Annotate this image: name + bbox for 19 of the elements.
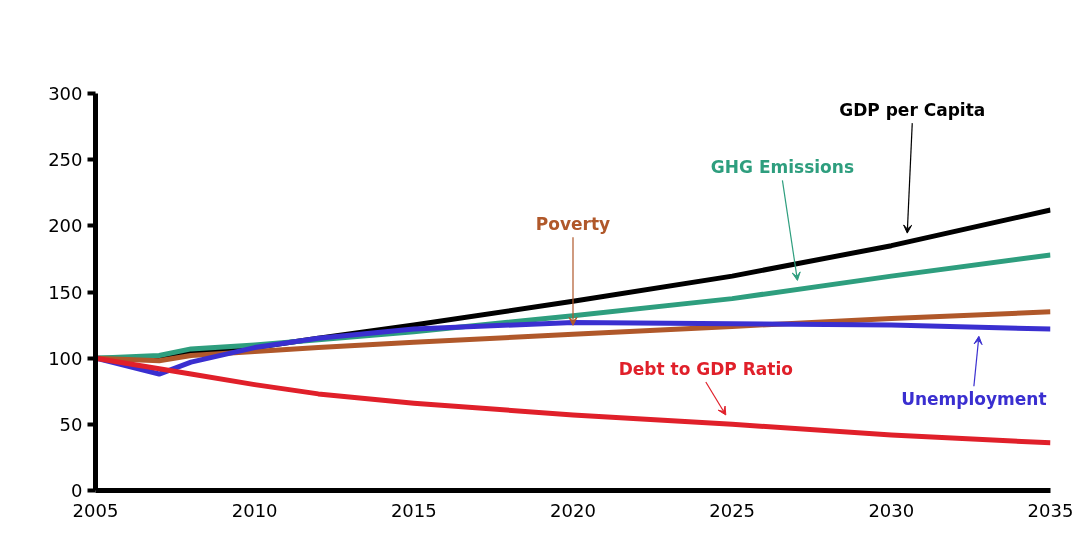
x-tick-label: 2030 [868, 499, 915, 521]
x-tick-label: 2010 [231, 499, 278, 521]
text: Debt to GDP Ratio [618, 358, 793, 379]
y-tick-label: 200 [48, 215, 83, 237]
y-tick-label: 250 [48, 149, 83, 171]
y-tick-label: 150 [48, 281, 83, 303]
x-tick-label: 2025 [709, 499, 756, 521]
x-tick-label: 2015 [390, 499, 437, 521]
y-tick-label: 0 [71, 480, 83, 501]
y-tick-label: 100 [48, 347, 83, 369]
y-tick-label: 300 [48, 83, 83, 104]
x-tick-label: 2035 [1027, 499, 1074, 521]
x-tick-label: 2005 [72, 499, 119, 521]
x-tick-label: 2020 [550, 499, 596, 521]
text: GDP per Capita [839, 100, 986, 121]
y-tick-label: 50 [59, 413, 83, 435]
text: Poverty [535, 214, 611, 235]
text: Unemployment [901, 389, 1047, 410]
text: GHG Emissions [710, 157, 855, 178]
